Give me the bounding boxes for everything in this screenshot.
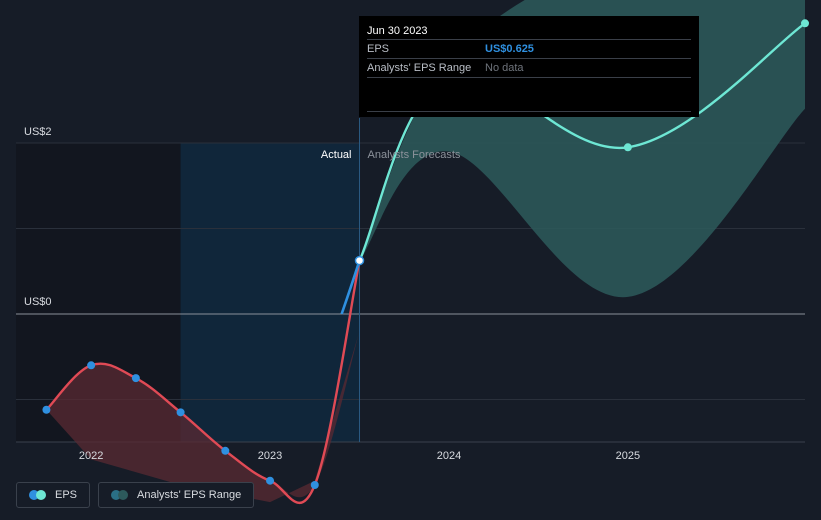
eps-point	[176, 408, 185, 417]
legend-item-eps[interactable]: EPS	[16, 482, 91, 508]
x-tick-label: 2022	[79, 450, 103, 462]
tooltip-eps-label: EPS	[367, 43, 390, 55]
tooltip-date: Jun 30 2023	[367, 16, 691, 40]
eps-legend-icon	[29, 490, 47, 500]
eps-point	[131, 374, 140, 383]
x-tick-label: 2025	[616, 450, 640, 462]
tooltip-row-range: Analysts' EPS Range No data	[367, 59, 691, 78]
eps-line-actual-positive	[340, 260, 361, 315]
eps-point	[221, 446, 230, 455]
eps-point	[42, 405, 51, 414]
range-legend-icon	[111, 490, 129, 500]
tooltip-range-value: No data	[485, 62, 524, 74]
actual-shade	[180, 143, 360, 442]
eps-point	[266, 476, 275, 485]
legend-label-range: Analysts' EPS Range	[137, 489, 242, 501]
legend: EPS Analysts' EPS Range	[16, 482, 255, 508]
x-tick-label: 2023	[258, 450, 282, 462]
tooltip-row-eps: EPS US$0.625	[367, 40, 691, 59]
region-label-forecast: Analysts Forecasts	[368, 149, 461, 161]
eps-point	[310, 481, 319, 489]
legend-item-range[interactable]: Analysts' EPS Range	[98, 482, 255, 508]
region-label-actual: Actual	[321, 149, 352, 161]
negative-range-band	[46, 331, 360, 503]
eps-point	[87, 361, 96, 370]
legend-label-eps: EPS	[55, 489, 78, 501]
forecast-point	[623, 143, 632, 152]
tooltip-spacer	[367, 78, 691, 112]
y-tick-label: US$2	[24, 126, 52, 138]
tooltip-range-label: Analysts' EPS Range	[367, 62, 472, 74]
tooltip-eps-value: US$0.625	[485, 43, 534, 55]
eps-point-selected	[354, 255, 365, 266]
x-tick-label: 2024	[437, 450, 461, 462]
tooltip: Jun 30 2023 EPS US$0.625 Analysts' EPS R…	[359, 16, 699, 117]
forecast-point	[801, 19, 809, 28]
y-tick-label: US$0	[24, 296, 52, 308]
